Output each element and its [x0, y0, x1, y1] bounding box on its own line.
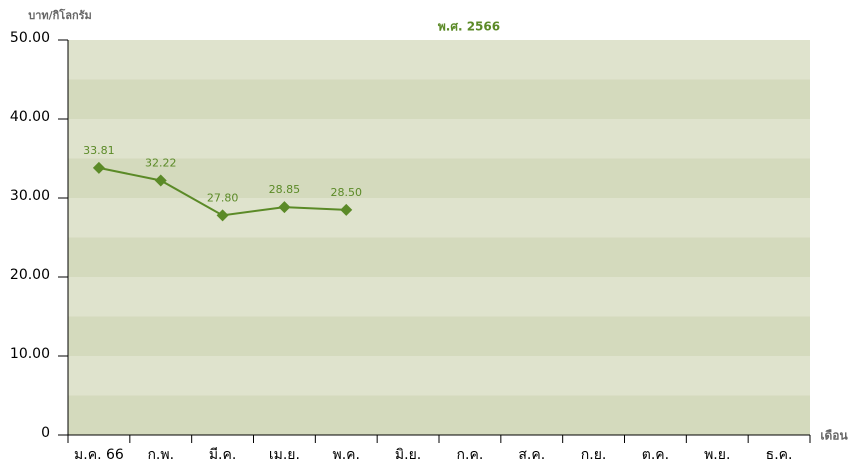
y-tick-label: 0: [41, 425, 50, 441]
y-tick-label: 10.00: [10, 346, 50, 362]
x-tick-label: ธ.ค.: [766, 447, 793, 463]
band-dark: [68, 237, 810, 277]
chart-title: พ.ศ. 2566: [438, 20, 500, 34]
x-tick-label: มิ.ย.: [395, 447, 421, 463]
band-light: [68, 277, 810, 317]
x-tick-label: ม.ค. 66: [74, 447, 124, 463]
band-light: [68, 40, 810, 80]
x-tick-label: ส.ค.: [518, 447, 545, 463]
band-light: [68, 119, 810, 159]
band-light: [68, 356, 810, 396]
x-tick-label: พ.ย.: [704, 447, 730, 463]
x-tick-label: ก.ย.: [581, 447, 607, 463]
y-tick-label: 40.00: [10, 109, 50, 125]
y-tick-label: 30.00: [10, 188, 50, 204]
marker: [92, 161, 105, 174]
x-tick-label: มี.ค.: [209, 447, 237, 463]
x-tick-label: เม.ย.: [269, 447, 300, 463]
band-light: [68, 198, 810, 238]
y-tick-label: 20.00: [10, 267, 50, 283]
y-tick-label: 50.00: [10, 30, 50, 46]
band-dark: [68, 395, 810, 435]
band-dark: [68, 158, 810, 198]
data-label: 33.81: [83, 144, 115, 157]
x-tick-label: ก.ค.: [457, 447, 484, 463]
marker: [340, 203, 353, 216]
data-label: 32.22: [145, 156, 177, 169]
data-label: 28.85: [269, 183, 301, 196]
x-axis-label: เดือน: [820, 429, 848, 443]
marker: [216, 209, 229, 222]
x-tick-label: ต.ค.: [642, 447, 669, 463]
x-tick-label: พ.ค.: [333, 447, 361, 463]
data-label: 28.50: [331, 186, 363, 199]
band-dark: [68, 316, 810, 356]
y-axis-label: บาท/กิโลกรัม: [28, 8, 92, 22]
marker: [278, 201, 291, 214]
x-tick-label: ก.พ.: [147, 447, 174, 463]
data-label: 27.80: [207, 191, 239, 204]
marker: [154, 174, 167, 187]
band-dark: [68, 79, 810, 119]
